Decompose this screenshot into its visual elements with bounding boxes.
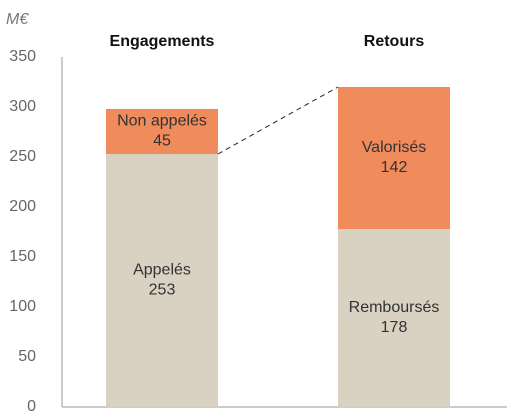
bar-segment xyxy=(106,154,218,407)
y-tick-label: 50 xyxy=(18,348,36,365)
segment-label: Remboursés xyxy=(349,299,440,316)
value-label: 142 xyxy=(381,159,408,176)
y-tick-label: 200 xyxy=(9,198,36,215)
y-tick-label: 300 xyxy=(9,98,36,115)
y-axis-unit: M€ xyxy=(6,11,29,28)
y-tick-label: 250 xyxy=(9,148,36,165)
value-label: 178 xyxy=(381,319,408,336)
segment-label: Valorisés xyxy=(362,139,427,156)
y-tick-label: 0 xyxy=(27,398,36,414)
value-label: 253 xyxy=(149,282,176,299)
segment-label: Non appelés xyxy=(117,113,207,130)
category-label: Retours xyxy=(364,33,425,50)
y-tick-label: 350 xyxy=(9,48,36,65)
connector xyxy=(217,86,339,155)
category-label: Engagements xyxy=(110,33,215,50)
y-tick-label: 150 xyxy=(9,248,36,265)
bar-segment xyxy=(106,109,218,154)
y-tick-label: 100 xyxy=(9,298,36,315)
value-label: 45 xyxy=(153,133,171,150)
segment-label: Appelés xyxy=(133,262,191,279)
bar-segment xyxy=(338,87,450,229)
bar-segment xyxy=(338,229,450,407)
